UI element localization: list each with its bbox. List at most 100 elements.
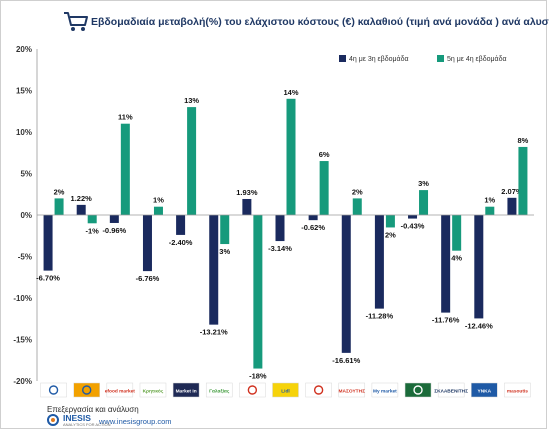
data-label: -11.76% — [432, 316, 460, 325]
bar-week5-vs-4 — [187, 107, 197, 215]
data-label: 13% — [184, 96, 199, 105]
data-label: -13.21% — [200, 328, 228, 337]
logo-mark — [81, 385, 92, 395]
logo-label: efood market — [105, 389, 136, 395]
logo-mark — [313, 385, 324, 395]
logo-mark — [413, 385, 423, 395]
bar-week5-vs-4 — [419, 190, 429, 215]
bar-week4-vs-3 — [176, 215, 186, 235]
legend-swatch — [339, 55, 346, 62]
y-tick-label: 15% — [16, 87, 32, 96]
data-label: 6% — [319, 150, 330, 159]
bar-week5-vs-4 — [518, 146, 528, 215]
y-tick-label: -5% — [18, 253, 32, 262]
bar-week4-vs-3 — [507, 197, 517, 215]
logo-label: Market In — [176, 389, 197, 395]
footer-processing: Επεξεργασία και ανάλυση — [47, 405, 139, 414]
legend-swatch — [437, 55, 444, 62]
data-label: -0.62% — [301, 223, 325, 232]
bar-week5-vs-4 — [319, 161, 329, 215]
data-label: 8% — [518, 136, 529, 145]
bar-week5-vs-4 — [54, 198, 64, 215]
bar-week5-vs-4 — [385, 215, 395, 228]
legend-entry: 5η με 4η εβδομάδα — [447, 55, 507, 63]
footer-url[interactable]: www.inesisgroup.com — [99, 417, 172, 426]
inesis-logo-icon — [47, 414, 59, 426]
chart-title: Εβδομαδιαία μεταβολή(%) του ελάχιστου κό… — [91, 16, 549, 28]
logo-mark — [48, 385, 59, 395]
bar-week4-vs-3 — [408, 215, 418, 219]
y-tick-label: -10% — [13, 294, 32, 303]
ynka-logo — [471, 382, 498, 398]
data-label: -18% — [249, 372, 267, 381]
bar-week4-vs-3 — [341, 215, 351, 353]
bar-week5-vs-4 — [352, 198, 362, 215]
bar-week4-vs-3 — [109, 215, 119, 223]
bar-week5-vs-4 — [87, 215, 97, 224]
data-label: -16.61% — [332, 356, 360, 365]
bar-week5-vs-4 — [153, 206, 163, 215]
bar-week4-vs-3 — [474, 215, 484, 319]
red-text-logo — [504, 382, 531, 398]
bar-week4-vs-3 — [142, 215, 152, 272]
mymarket-logo — [371, 382, 399, 398]
green-logo — [404, 382, 432, 398]
data-label: 11% — [118, 113, 133, 122]
market-in-logo — [172, 382, 200, 398]
bar-week4-vs-3 — [275, 215, 285, 242]
logo-mark — [247, 385, 258, 395]
bar-week4-vs-3 — [242, 198, 252, 215]
data-label: -6.76% — [136, 274, 160, 283]
shopping-cart-icon — [64, 12, 88, 31]
data-label: 1% — [153, 196, 164, 205]
data-label: -0.43% — [401, 222, 425, 231]
data-label: 1.93% — [236, 188, 258, 197]
y-tick-label: 5% — [20, 170, 32, 179]
galaxias-logo — [205, 382, 233, 398]
data-label: 14% — [283, 88, 298, 97]
target-logo — [239, 382, 266, 398]
data-label: -1% — [86, 226, 100, 235]
data-label: -6.70% — [36, 274, 60, 283]
bar-week4-vs-3 — [308, 215, 318, 221]
sklavenitis-logo — [437, 382, 465, 398]
bar-week4-vs-3 — [374, 215, 384, 309]
legend-entry: 4η με 3η εβδομάδα — [349, 55, 409, 63]
lidl-logo — [272, 382, 299, 398]
logo-label: masoutis — [507, 389, 528, 395]
data-label: -11.28% — [366, 312, 394, 321]
bar-week5-vs-4 — [286, 98, 296, 215]
logo-label: Κρητικός — [143, 389, 164, 395]
logo-label: Lidl — [281, 389, 290, 395]
data-label: 4% — [451, 254, 462, 263]
lidl-like-logo — [73, 382, 100, 398]
y-tick-label: 10% — [16, 128, 32, 137]
bar-week5-vs-4 — [253, 215, 263, 369]
bar-week5-vs-4 — [120, 123, 130, 215]
data-label: -3.14% — [268, 244, 292, 253]
kritikos-logo — [139, 382, 167, 398]
logo-label: ΥΝΚΑ — [478, 389, 492, 395]
footer-tagline: ANALYTICS FOR ACTION — [63, 422, 111, 427]
bar-week4-vs-3 — [209, 215, 219, 325]
y-tick-label: -15% — [13, 336, 32, 345]
data-label: 3% — [219, 247, 230, 256]
logo-label: My market — [373, 389, 397, 395]
data-label: -12.46% — [465, 321, 493, 330]
data-label: 2.07% — [501, 187, 523, 196]
footer-brand: INESIS — [63, 413, 91, 423]
data-label: 2% — [352, 187, 363, 196]
data-label: 2% — [385, 230, 396, 239]
ab-logo — [40, 382, 67, 398]
bar-week4-vs-3 — [441, 215, 451, 313]
data-label: 2% — [54, 187, 65, 196]
data-label: 3% — [418, 179, 429, 188]
bar-week4-vs-3 — [76, 204, 86, 215]
logo-label: ΣΚΛΑΒΕΝΙΤΗΣ — [434, 389, 468, 395]
logo-label: Γαλαξίας — [209, 389, 230, 395]
y-tick-label: 0% — [20, 211, 32, 220]
data-label: -0.96% — [102, 226, 126, 235]
y-tick-label: -20% — [13, 377, 32, 386]
